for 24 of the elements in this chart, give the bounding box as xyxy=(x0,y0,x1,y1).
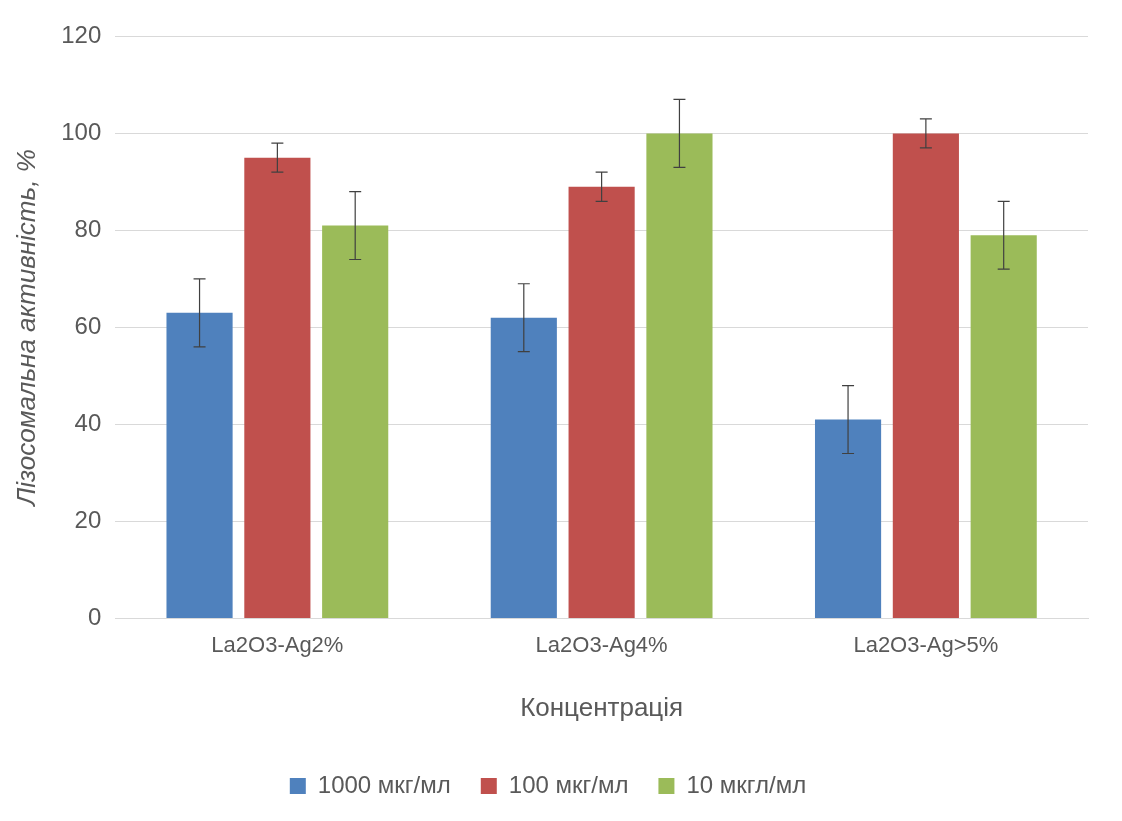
legend-label: 10 мкгл/мл xyxy=(686,770,807,798)
bar xyxy=(814,419,882,618)
bar xyxy=(166,312,233,618)
bar xyxy=(970,235,1037,618)
y-tick-label: 120 xyxy=(61,21,102,49)
x-tick-label: La2O3-Ag>5% xyxy=(853,631,999,657)
x-axis-title: Концентрація xyxy=(520,691,684,722)
legend-label: 1000 мкг/мл xyxy=(317,770,451,798)
y-tick-label: 60 xyxy=(74,312,102,340)
legend-label: 100 мкг/мл xyxy=(508,770,629,798)
y-tick-label: 20 xyxy=(74,506,102,534)
bar xyxy=(892,133,959,618)
y-tick-label: 100 xyxy=(61,118,102,146)
x-tick-label: La2O3-Ag4% xyxy=(535,631,668,657)
bar xyxy=(490,317,557,618)
bar xyxy=(568,186,635,618)
bar xyxy=(244,157,311,618)
y-tick-label: 0 xyxy=(87,603,102,631)
x-tick-label: La2O3-Ag2% xyxy=(211,631,344,657)
y-tick-label: 40 xyxy=(74,409,102,437)
bar xyxy=(646,133,713,618)
y-axis-title: Лізосомальна активність, % xyxy=(10,149,41,508)
bar xyxy=(322,225,389,618)
y-tick-label: 80 xyxy=(74,215,102,243)
